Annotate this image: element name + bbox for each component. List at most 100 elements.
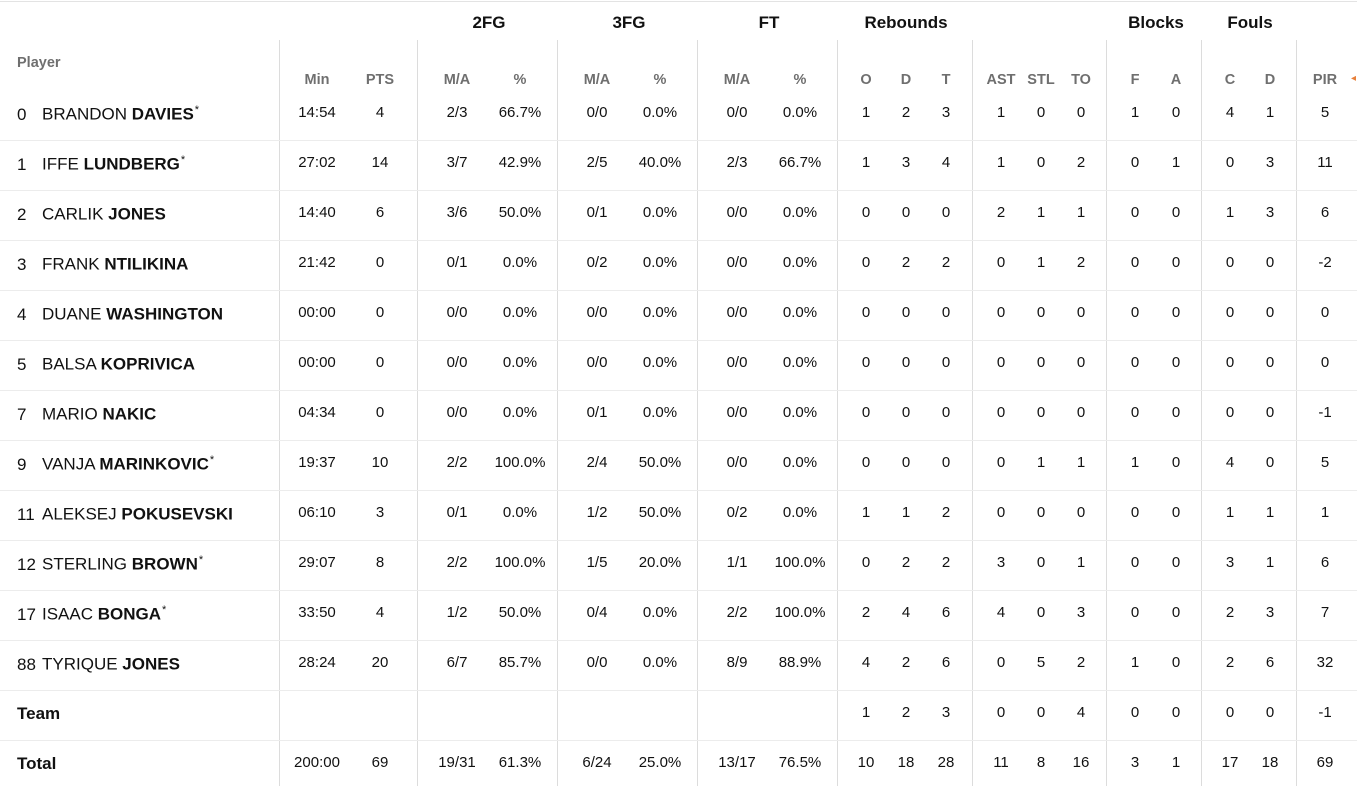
stat-ft-pct: 76.5% — [778, 754, 822, 771]
group-header-blocks: Blocks — [1128, 13, 1184, 32]
player-name-link[interactable]: VANJA MARINKOVIC* — [42, 454, 214, 475]
stat-to: 1 — [1076, 454, 1086, 471]
stat-3fg-ma: 2/4 — [586, 454, 608, 471]
stat-2fg-pct: 50.0% — [498, 204, 542, 221]
table-row[interactable]: 4 DUANE WASHINGTON 00:00 0 0/0 0.0% 0/0 0.0% 0/0… — [0, 290, 1357, 340]
stat-pir: 1 — [1320, 504, 1330, 521]
table-row[interactable]: 9 VANJA MARINKOVIC* 19:37 10 2/2 100.0% 2/4 50.… — [0, 440, 1357, 490]
column-header-to[interactable]: TO — [1071, 72, 1091, 88]
column-header-ft-ma[interactable]: M/A — [723, 72, 751, 88]
column-header-blk-f[interactable]: F — [1130, 72, 1140, 88]
column-divider — [837, 40, 838, 786]
stat-reb-d: 4 — [901, 604, 911, 621]
column-header-2fg-ma[interactable]: M/A — [443, 72, 471, 88]
stat-2fg-ma: 0/0 — [446, 354, 468, 371]
stat-ft-ma: 0/0 — [726, 204, 748, 221]
column-header-ft-pct[interactable]: % — [793, 72, 807, 88]
stat-2fg-pct: 61.3% — [498, 754, 542, 771]
stat-to: 2 — [1076, 254, 1086, 271]
player-name-link[interactable]: TYRIQUE JONES — [42, 654, 181, 675]
stat-reb-o: 0 — [861, 304, 871, 321]
stat-2fg-pct: 66.7% — [498, 104, 542, 121]
player-name-link[interactable]: ISAAC BONGA* — [42, 604, 166, 625]
table-row[interactable]: 7 MARIO NAKIC 04:34 0 0/0 0.0% 0/1 0.0% 0/0 0.0% 0… — [0, 390, 1357, 440]
stat-foul-c: 2 — [1225, 604, 1235, 621]
column-header-min[interactable]: Min — [304, 72, 330, 88]
stat-pir: 0 — [1320, 354, 1330, 371]
stat-min: 00:00 — [298, 304, 336, 321]
stat-reb-d: 2 — [901, 704, 911, 721]
stat-blk-a: 0 — [1171, 554, 1181, 571]
player-name-link[interactable]: IFFE LUNDBERG* — [42, 154, 185, 175]
column-header-stl[interactable]: STL — [1027, 72, 1055, 88]
table-row[interactable]: 3 FRANK NTILIKINA 21:42 0 0/1 0.0% 0/2 0.0% 0/0 0… — [0, 240, 1357, 290]
player-first-name: FRANK — [42, 254, 100, 274]
column-header-3fg-ma[interactable]: M/A — [583, 72, 611, 88]
column-header-reb-d[interactable]: D — [900, 72, 912, 88]
stat-reb-o: 4 — [861, 654, 871, 671]
stat-2fg-ma: 2/3 — [446, 104, 468, 121]
column-header-pts[interactable]: PTS — [365, 72, 395, 88]
player-last-name: DAVIES — [131, 104, 194, 124]
stat-blk-a: 0 — [1171, 204, 1181, 221]
stat-ast: 0 — [996, 654, 1006, 671]
player-name-link[interactable]: STERLING BROWN* — [42, 554, 203, 575]
player-name-link[interactable]: CARLIK JONES — [42, 204, 167, 225]
stat-stl: 1 — [1036, 454, 1046, 471]
stat-stl: 5 — [1036, 654, 1046, 671]
stat-reb-t: 0 — [941, 404, 951, 421]
stat-foul-d: 0 — [1265, 704, 1275, 721]
player-column-header[interactable]: Player — [17, 55, 61, 71]
player-name-link[interactable]: DUANE WASHINGTON — [42, 304, 224, 325]
column-header-reb-o[interactable]: O — [860, 72, 872, 88]
table-row[interactable]: 5 BALSA KOPRIVICA 00:00 0 0/0 0.0% 0/0 0.0% 0/0 0… — [0, 340, 1357, 390]
stat-min: 14:40 — [298, 204, 336, 221]
column-header-3fg-pct[interactable]: % — [653, 72, 667, 88]
table-row[interactable]: 11 ALEKSEJ POKUSEVSKI 06:10 3 0/1 0.0% 1/2 50.0… — [0, 490, 1357, 540]
stat-foul-c: 0 — [1225, 154, 1235, 171]
stat-blk-a: 0 — [1171, 504, 1181, 521]
column-header-foul-d[interactable]: D — [1264, 72, 1276, 88]
table-row[interactable]: 0 BRANDON DAVIES* 14:54 4 2/3 66.7% 0/0 0.0% 0/0… — [0, 90, 1357, 140]
stat-pts: 0 — [375, 354, 385, 371]
table-row[interactable]: 1 IFFE LUNDBERG* 27:02 14 3/7 42.9% 2/5 40.0% 2/… — [0, 140, 1357, 190]
stat-pir: 6 — [1320, 554, 1330, 571]
player-name-link[interactable]: BRANDON DAVIES* — [42, 104, 199, 125]
stat-stl: 0 — [1036, 504, 1046, 521]
stat-ast: 3 — [996, 554, 1006, 571]
jersey-number: 11 — [17, 505, 35, 524]
table-row[interactable]: 2 CARLIK JONES 14:40 6 3/6 50.0% 0/1 0.0% 0/0 0.0… — [0, 190, 1357, 240]
table-row[interactable]: 12 STERLING BROWN* 29:07 8 2/2 100.0% 1/5 20.0%… — [0, 540, 1357, 590]
player-name-link[interactable]: ALEKSEJ POKUSEVSKI — [42, 504, 234, 525]
column-header-reb-t[interactable]: T — [941, 72, 951, 88]
stat-stl: 0 — [1036, 304, 1046, 321]
table-row[interactable]: 17 ISAAC BONGA* 33:50 4 1/2 50.0% 0/4 0.0% 2/2 10… — [0, 590, 1357, 640]
column-header-2fg-pct[interactable]: % — [513, 72, 527, 88]
stat-pts: 6 — [375, 204, 385, 221]
player-name-link[interactable]: BALSA KOPRIVICA — [42, 354, 196, 375]
stat-ast: 11 — [993, 754, 1009, 771]
starter-marker: * — [209, 454, 215, 466]
stat-reb-o: 0 — [861, 404, 871, 421]
stat-foul-d: 1 — [1265, 104, 1275, 121]
stat-reb-t: 2 — [941, 554, 951, 571]
column-header-blk-a[interactable]: A — [1170, 72, 1182, 88]
stat-to: 2 — [1076, 154, 1086, 171]
player-name-link[interactable]: FRANK NTILIKINA — [42, 254, 189, 275]
column-header-foul-c[interactable]: C — [1224, 72, 1236, 88]
stat-to: 0 — [1076, 304, 1086, 321]
sort-arrow-icon[interactable]: ◂ — [1351, 73, 1357, 84]
stat-2fg-ma: 2/2 — [446, 554, 468, 571]
table-row[interactable]: 88 TYRIQUE JONES 28:24 20 6/7 85.7% 0/0 0.0% 8/9… — [0, 640, 1357, 690]
player-last-name: POKUSEVSKI — [121, 504, 233, 524]
stat-ft-ma: 13/17 — [718, 754, 756, 771]
stat-pir: 5 — [1320, 454, 1330, 471]
stat-blk-a: 1 — [1171, 154, 1181, 171]
column-header-pir[interactable]: PIR — [1312, 72, 1338, 88]
stat-reb-d: 2 — [901, 654, 911, 671]
player-name-link[interactable]: MARIO NAKIC — [42, 404, 157, 425]
column-header-ast[interactable]: AST — [986, 72, 1016, 88]
stat-stl: 0 — [1036, 104, 1046, 121]
stat-2fg-ma: 3/6 — [446, 204, 468, 221]
stat-3fg-ma: 1/5 — [586, 554, 608, 571]
